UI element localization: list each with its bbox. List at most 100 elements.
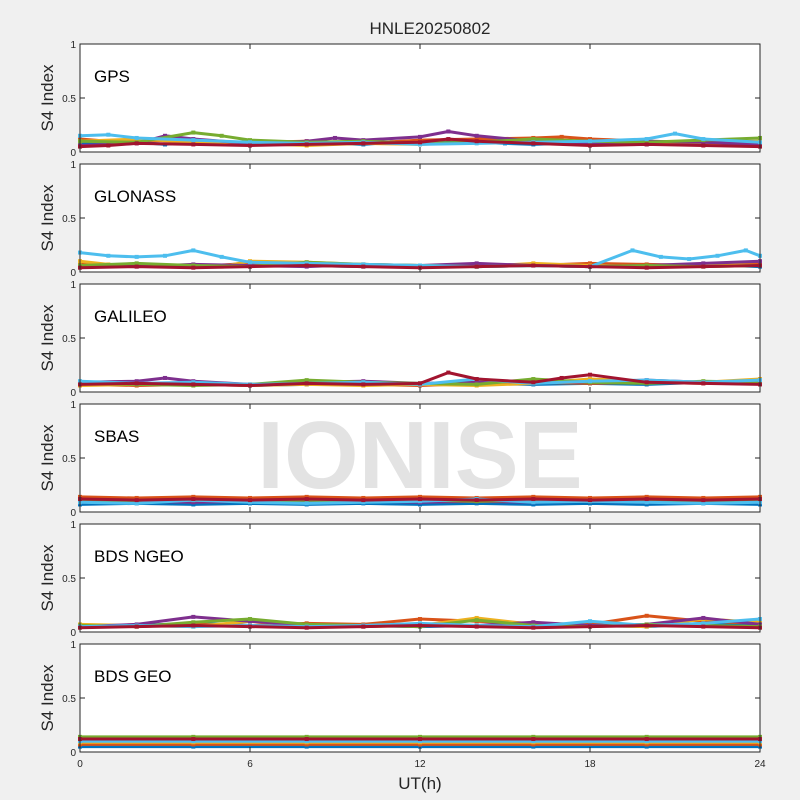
- data-point: [588, 624, 592, 629]
- data-point: [248, 140, 252, 145]
- data-point: [474, 624, 479, 629]
- data-point: [248, 260, 252, 265]
- data-point: [304, 501, 309, 506]
- x-tick-label: 12: [414, 759, 426, 770]
- data-point: [644, 500, 649, 505]
- panel-glonass: 0 0.5 1 S4 Index GLONASS: [38, 160, 762, 279]
- data-point: [361, 495, 366, 500]
- panel-gps: 0 0.5 1 S4 Index GPS: [38, 40, 762, 159]
- y-tick-label: 1: [70, 400, 76, 411]
- data-point: [701, 624, 706, 629]
- data-point: [588, 619, 592, 624]
- x-tick-label: 6: [247, 759, 253, 770]
- panel-system-label: BDS GEO: [94, 667, 171, 686]
- data-point: [701, 381, 706, 386]
- x-tick-label: 0: [77, 759, 83, 770]
- data-point: [644, 140, 649, 145]
- panel-bds-ngeo: 0 0.5 1 S4 Index BDS NGEO: [38, 520, 762, 639]
- data-point: [418, 742, 422, 747]
- data-point: [134, 254, 139, 259]
- data-point: [644, 613, 649, 618]
- data-point: [588, 377, 592, 382]
- data-point: [644, 142, 649, 147]
- data-point: [531, 137, 536, 142]
- y-tick-label: 0: [70, 268, 76, 279]
- data-point: [531, 734, 536, 739]
- data-point: [248, 138, 252, 143]
- data-point: [644, 744, 649, 749]
- data-point: [588, 264, 592, 269]
- data-point: [134, 501, 139, 506]
- data-point: [588, 498, 592, 503]
- data-point: [191, 497, 196, 502]
- data-point: [644, 263, 649, 268]
- data-point: [531, 737, 536, 742]
- panel-plot-area: [80, 404, 760, 512]
- data-point: [191, 739, 196, 744]
- data-point: [304, 739, 309, 744]
- data-point: [474, 139, 479, 144]
- data-point: [418, 621, 422, 626]
- data-point: [191, 130, 196, 135]
- data-point: [630, 248, 635, 253]
- data-point: [588, 139, 592, 144]
- x-tick-label: 24: [754, 759, 766, 770]
- y-tick-label: 0: [70, 388, 76, 399]
- data-point: [163, 133, 167, 138]
- panel-bds-geo: 0 0.5 1 0 6 12 18 24 S4 Index BDS GEO: [38, 640, 766, 770]
- data-point: [304, 625, 309, 630]
- data-point: [474, 380, 479, 385]
- data-point: [701, 495, 706, 500]
- y-tick-label: 0.5: [62, 454, 76, 465]
- data-point: [304, 497, 309, 502]
- data-point: [219, 254, 224, 259]
- data-point: [418, 744, 422, 749]
- data-point: [134, 498, 139, 503]
- data-point: [418, 739, 422, 744]
- data-point: [588, 501, 592, 506]
- data-point: [418, 499, 422, 504]
- data-point: [134, 624, 139, 629]
- data-point: [191, 620, 196, 625]
- data-point: [418, 381, 422, 386]
- y-tick-label: 1: [70, 520, 76, 531]
- y-axis-label: S4 Index: [38, 664, 57, 732]
- data-point: [474, 382, 479, 387]
- data-point: [134, 141, 139, 146]
- data-point: [673, 131, 677, 136]
- data-point: [715, 253, 720, 258]
- data-point: [644, 494, 649, 499]
- data-point: [418, 142, 422, 147]
- panel-system-label: BDS NGEO: [94, 547, 184, 566]
- data-point: [248, 495, 252, 500]
- data-point: [588, 141, 592, 146]
- y-axis-label: S4 Index: [38, 424, 57, 492]
- data-point: [644, 734, 649, 739]
- data-point: [191, 138, 196, 143]
- data-point: [191, 248, 196, 253]
- data-point: [644, 265, 649, 270]
- data-point: [418, 497, 422, 502]
- chart-watermark: IONISE: [257, 402, 582, 509]
- y-tick-label: 0: [70, 748, 76, 759]
- data-point: [304, 381, 309, 386]
- y-axis-label: S4 Index: [38, 304, 57, 372]
- data-point: [304, 261, 309, 266]
- y-tick-label: 0: [70, 628, 76, 639]
- data-point: [191, 382, 196, 387]
- data-point: [474, 133, 479, 138]
- data-point: [588, 379, 592, 384]
- data-point: [701, 501, 706, 506]
- data-point: [304, 142, 309, 147]
- data-point: [304, 744, 309, 749]
- data-point: [418, 737, 422, 742]
- data-point: [248, 383, 252, 388]
- data-point: [531, 497, 536, 502]
- data-point: [248, 143, 252, 148]
- data-point: [191, 263, 196, 268]
- data-point: [191, 742, 196, 747]
- y-tick-label: 1: [70, 160, 76, 171]
- data-point: [106, 132, 111, 137]
- data-point: [304, 378, 309, 383]
